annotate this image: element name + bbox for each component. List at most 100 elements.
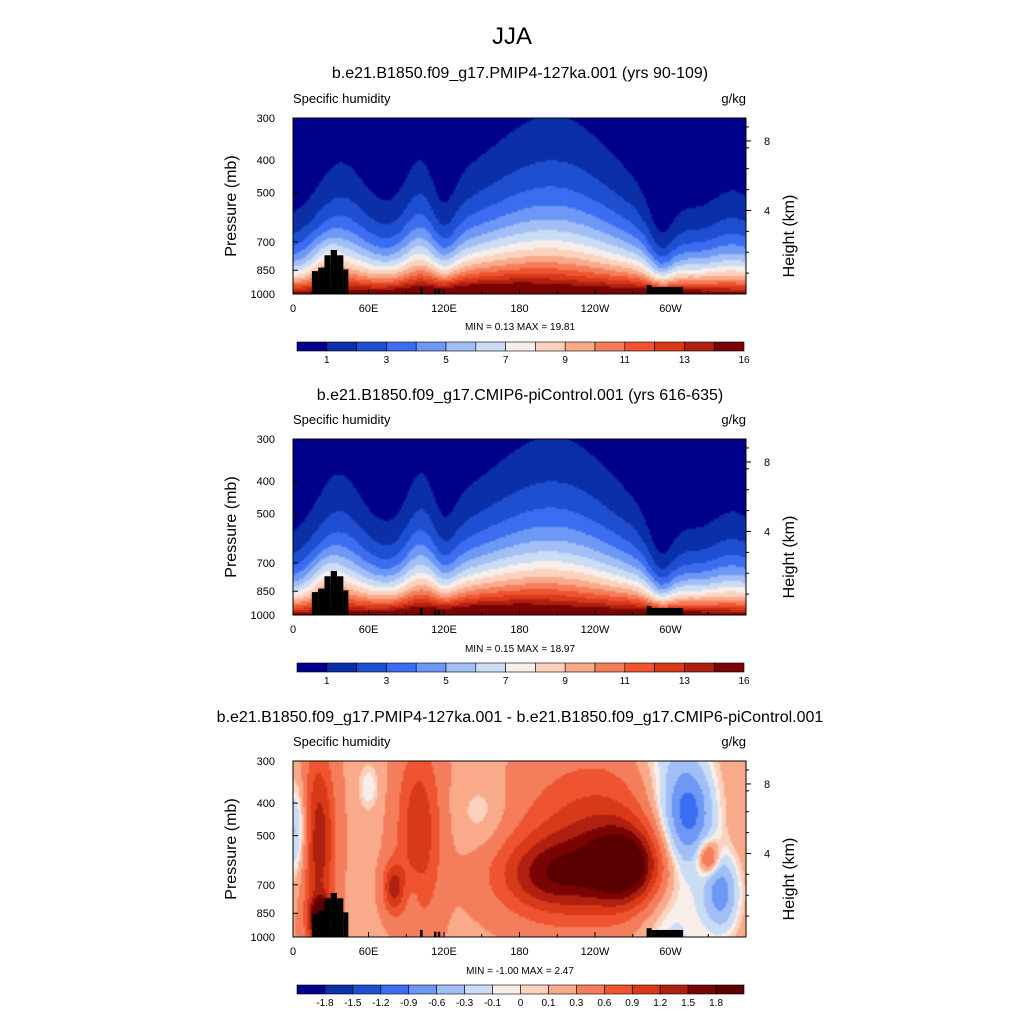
x-tick-label: 120W [581, 624, 610, 636]
y-tick-label: 400 [257, 155, 275, 167]
y-tick-label: 700 [257, 237, 275, 249]
x-tick-label: 60E [359, 303, 379, 315]
x-tick-label: 60W [659, 624, 682, 636]
y-axis-label: Pressure (mb) [223, 798, 240, 899]
colorbar-box [520, 984, 549, 995]
y-tick-label: 400 [257, 798, 275, 810]
colorbar-box [356, 662, 387, 673]
colorbar-box [713, 341, 745, 352]
min-max-stats: MIN = 0.15 MAX = 18.97 [465, 644, 575, 655]
colorbar-box [548, 984, 577, 995]
colorbar-box [475, 662, 506, 673]
y-axis-label: Pressure (mb) [223, 476, 240, 577]
topography-mask [433, 288, 437, 294]
colorbar-box [535, 662, 566, 673]
colorbar-label: -0.3 [456, 998, 474, 1009]
colorbar-label: 1.2 [653, 998, 667, 1009]
y-tick-label: 700 [257, 880, 275, 892]
y-axis-label: Pressure (mb) [223, 155, 240, 256]
y2-tick-label: 8 [764, 457, 770, 469]
colorbar-label: -1.5 [344, 998, 362, 1009]
x-tick-label: 120W [581, 946, 610, 958]
colorbar-box [659, 984, 689, 995]
panel-1: b.e21.B1850.f09_g17.PMIP4-127ka.001 (yrs… [223, 65, 798, 366]
topography-mask [646, 285, 652, 294]
x-tick-label: 120E [431, 303, 457, 315]
x-tick-label: 0 [290, 624, 296, 636]
topography-mask [437, 609, 441, 615]
y-tick-label: 300 [257, 756, 275, 768]
colorbar-box [326, 662, 357, 673]
x-tick-label: 120E [431, 946, 457, 958]
colorbar-box [296, 984, 326, 995]
colorbar-label: 13 [679, 676, 691, 687]
colorbar-label: 0.9 [625, 998, 639, 1009]
x-tick-label: 60W [659, 946, 682, 958]
colorbar-box [684, 662, 715, 673]
topography-mask [324, 255, 331, 294]
x-tick-label: 60E [359, 946, 379, 958]
colorbar-label: 0 [518, 998, 524, 1009]
x-tick-label: 60E [359, 624, 379, 636]
colorbar-box [492, 984, 521, 995]
y-tick-label: 700 [257, 558, 275, 570]
colorbar-label: 1.8 [709, 998, 723, 1009]
colorbar-box [505, 341, 536, 352]
colorbar-label: 16 [738, 355, 750, 366]
contour-field [293, 118, 746, 294]
colorbar-box [445, 662, 477, 673]
colorbar-box [604, 984, 633, 995]
colorbar-box [715, 984, 745, 995]
x-tick-label: 180 [510, 624, 528, 636]
topography-mask [337, 576, 344, 615]
colorbar-box [594, 662, 626, 673]
topography-mask [324, 576, 331, 615]
panel-title: b.e21.B1850.f09_g17.PMIP4-127ka.001 (yrs… [332, 65, 708, 82]
colorbar-box [654, 341, 685, 352]
y-tick-label: 300 [257, 434, 275, 446]
colorbar-label: 7 [503, 676, 509, 687]
colorbar-box [475, 341, 506, 352]
topography-mask [651, 929, 684, 937]
colorbar-label: 0.3 [569, 998, 583, 1009]
panel-units-label: g/kg [721, 734, 746, 749]
contour-field [293, 761, 746, 937]
colorbar-label: 7 [503, 355, 509, 366]
y2-axis-label: Height (km) [781, 838, 798, 921]
topography-mask [324, 898, 331, 937]
topography-mask [651, 607, 684, 615]
y-tick-label: 1000 [251, 932, 275, 944]
panel-units-label: g/kg [721, 91, 746, 106]
topography-mask [337, 255, 344, 294]
panel-variable-label: Specific humidity [293, 91, 391, 106]
y-tick-label: 400 [257, 476, 275, 488]
topography-mask [420, 286, 423, 294]
colorbar-box [684, 341, 715, 352]
topography-mask [420, 607, 423, 615]
y-tick-label: 850 [257, 265, 275, 277]
topography-mask [343, 269, 349, 294]
contour-field [293, 439, 746, 615]
colorbar-box [631, 984, 661, 995]
colorbar-box [326, 341, 357, 352]
x-tick-label: 180 [510, 946, 528, 958]
y2-axis-label: Height (km) [781, 195, 798, 278]
colorbar-label: 11 [620, 676, 631, 687]
topography-mask [433, 609, 437, 615]
colorbar-box [386, 662, 417, 673]
y-tick-label: 1000 [251, 610, 275, 622]
colorbar-box [380, 984, 410, 995]
colorbar-box [386, 341, 417, 352]
colorbar-box [687, 984, 717, 995]
x-tick-label: 120W [581, 303, 610, 315]
y2-tick-label: 8 [764, 779, 770, 791]
colorbar-label: 1 [324, 676, 330, 687]
panel-units-label: g/kg [721, 412, 746, 427]
colorbar-label: -0.9 [400, 998, 418, 1009]
topography-mask [433, 931, 437, 937]
colorbar-box [564, 662, 596, 673]
colorbar-label: 5 [443, 355, 449, 366]
colorbar-label: 9 [562, 676, 568, 687]
topography-mask [318, 910, 325, 937]
